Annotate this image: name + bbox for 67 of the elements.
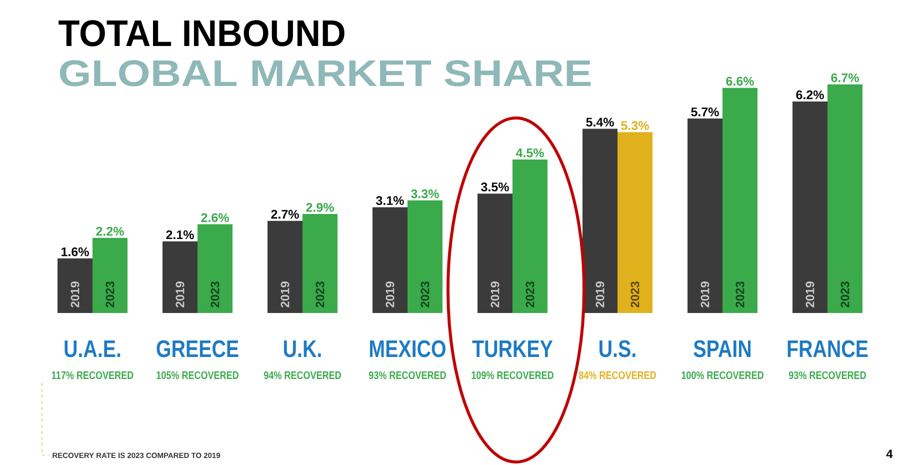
- text: 2019: [280, 282, 290, 308]
- data-label: 2.7%: [271, 210, 299, 219]
- text: 2019: [490, 282, 500, 308]
- text: 84% RECOVERED: [578, 371, 656, 380]
- text: 93% RECOVERED: [368, 371, 446, 380]
- text: 100% RECOVERED: [682, 371, 764, 380]
- data-label: 2.2%: [96, 226, 124, 236]
- text: 2023: [210, 282, 220, 308]
- text: 105% RECOVERED: [156, 371, 238, 380]
- text: 93% RECOVERED: [788, 371, 866, 380]
- text: 2023: [736, 282, 744, 308]
- bar: [58, 258, 93, 313]
- bar: [162, 241, 198, 313]
- bar: [582, 128, 618, 313]
- text: 2019: [700, 282, 710, 308]
- data-label: 5.7%: [691, 108, 719, 116]
- data-label: 6.6%: [726, 76, 754, 86]
- bar: [268, 220, 303, 313]
- text: 2023: [420, 282, 430, 308]
- data-label: 4.5%: [516, 148, 544, 158]
- data-label: 3.5%: [481, 182, 509, 192]
- x-tick-label: MEXICO: [370, 340, 446, 358]
- text: 2019: [596, 282, 604, 308]
- series-label: 2019: [70, 282, 80, 308]
- bar: [512, 159, 548, 313]
- x-tick-label: U.K.: [284, 340, 321, 358]
- x-tick-label: SPAIN: [694, 340, 751, 358]
- text: 2023: [840, 282, 850, 308]
- data-label: 5.4%: [586, 118, 614, 127]
- text: 2023: [316, 282, 324, 308]
- data-label: 2.9%: [306, 203, 334, 212]
- data-label: 6.7%: [831, 73, 859, 82]
- text: 94% RECOVERED: [264, 371, 341, 380]
- bar: [477, 194, 512, 313]
- bar: [722, 88, 758, 313]
- bar: [617, 132, 652, 313]
- bar: [408, 200, 442, 313]
- x-tick-label: FRANCE: [788, 340, 868, 358]
- chart-title: TOTAL INBOUND: [58, 20, 344, 46]
- x-tick-label: GREECE: [156, 340, 238, 358]
- text: 2023: [526, 282, 534, 308]
- x-tick-label: U.S.: [600, 340, 636, 358]
- text: 2019: [176, 282, 184, 308]
- text: 2019: [386, 282, 394, 308]
- series-label: 2023: [106, 282, 114, 308]
- bar: [827, 84, 862, 313]
- bar: [372, 207, 408, 313]
- data-label: 3.3%: [411, 189, 439, 198]
- data-label: 5.3%: [621, 121, 649, 130]
- text: 2019: [806, 282, 814, 308]
- x-tick-label: TURKEY: [472, 340, 553, 358]
- bar: [792, 101, 828, 313]
- text: 2023: [630, 282, 640, 308]
- bar: [302, 214, 338, 313]
- x-tick-label: U.A.E.: [64, 340, 120, 358]
- data-label: 2.1%: [166, 230, 194, 240]
- text: 109% RECOVERED: [472, 371, 554, 380]
- data-label: 3.1%: [376, 196, 404, 206]
- text: 4: [886, 450, 893, 458]
- chart-subtitle: GLOBAL MARKET SHARE: [60, 60, 591, 86]
- bar: [92, 238, 128, 313]
- bar: [198, 224, 233, 313]
- data-label: 1.6%: [62, 247, 89, 256]
- bar: [687, 118, 722, 313]
- text: 117% RECOVERED: [52, 371, 134, 380]
- data-label: 2.6%: [201, 213, 229, 222]
- data-label: 6.2%: [796, 90, 824, 100]
